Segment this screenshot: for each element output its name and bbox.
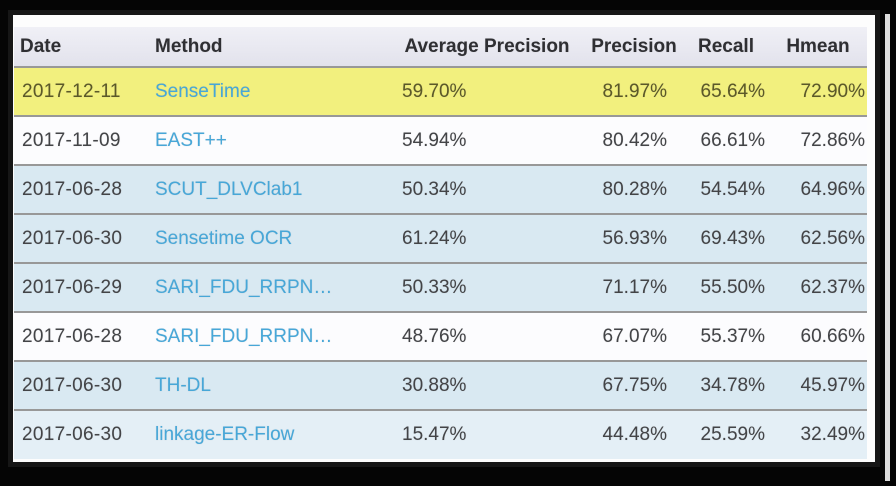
column-header-recall: Recall [683,27,769,67]
cell-precision: 56.93% [585,213,683,263]
cell-recall: 25.59% [683,409,769,459]
cell-average-precision: 48.76% [389,311,585,361]
column-header-date: Date [14,27,149,67]
cell-precision: 71.17% [585,262,683,312]
cell-recall: 34.78% [683,360,769,410]
cell-average-precision: 15.47% [389,409,585,459]
method-link[interactable]: linkage-ER-Flow [155,424,295,445]
cell-recall: 55.37% [683,311,769,361]
method-link[interactable]: SARI_FDU_RRPN… [155,325,333,347]
method-link[interactable]: SCUT_DLVClab1 [155,178,303,200]
cell-average-precision: 59.70% [389,66,585,116]
cell-hmean: 72.86% [769,115,867,165]
column-header-method: Method [149,27,389,67]
column-header-hmean: Hmean [769,27,867,67]
cell-date: 2017-12-11 [14,66,149,116]
cell-precision: 80.28% [585,164,683,214]
cell-hmean: 60.66% [769,311,867,361]
cell-recall: 69.43% [683,213,769,263]
header-row: Date Method Average Precision Precision … [14,27,867,67]
table-body: 2017-12-11 SenseTime 59.70% 81.97% 65.64… [14,66,867,459]
cell-recall: 66.61% [683,115,769,165]
cell-precision: 81.97% [585,66,683,116]
cell-method: SCUT_DLVClab1 [149,164,389,214]
cell-date: 2017-11-09 [14,115,149,165]
table-row: 2017-06-28 SCUT_DLVClab1 50.34% 80.28% 5… [14,164,867,214]
cell-precision: 44.48% [585,409,683,459]
cell-hmean: 62.56% [769,213,867,263]
cell-method: linkage-ER-Flow [149,409,389,459]
column-header-average-precision: Average Precision [389,27,585,67]
method-link[interactable]: SARI_FDU_RRPN… [155,276,333,298]
frame-edge-highlight [885,14,890,481]
cell-date: 2017-06-30 [14,409,149,459]
cell-method: EAST++ [149,115,389,165]
cell-recall: 65.64% [683,66,769,116]
method-link[interactable]: TH-DL [155,374,211,396]
results-table: Date Method Average Precision Precision … [14,27,867,459]
table-row: 2017-06-28 SARI_FDU_RRPN… 48.76% 67.07% … [14,311,867,361]
cell-date: 2017-06-28 [14,164,149,214]
cell-average-precision: 54.94% [389,115,585,165]
column-header-precision: Precision [585,27,683,67]
cell-recall: 54.54% [683,164,769,214]
cell-date: 2017-06-30 [14,213,149,263]
method-link[interactable]: Sensetime OCR [155,227,293,249]
cell-precision: 67.07% [585,311,683,361]
cell-hmean: 32.49% [769,409,867,459]
table-row: 2017-06-29 SARI_FDU_RRPN… 50.33% 71.17% … [14,262,867,312]
cell-precision: 80.42% [585,115,683,165]
cell-hmean: 72.90% [769,66,867,116]
cell-average-precision: 61.24% [389,213,585,263]
cell-method: SARI_FDU_RRPN… [149,311,389,361]
cell-date: 2017-06-29 [14,262,149,312]
cell-hmean: 62.37% [769,262,867,312]
cell-average-precision: 50.34% [389,164,585,214]
table-row: 2017-06-30 linkage-ER-Flow 15.47% 44.48%… [14,409,867,459]
cell-hmean: 45.97% [769,360,867,410]
cell-method: SARI_FDU_RRPN… [149,262,389,312]
method-link[interactable]: SenseTime [155,80,251,102]
table-row: 2017-12-11 SenseTime 59.70% 81.97% 65.64… [14,66,867,116]
cell-average-precision: 30.88% [389,360,585,410]
cell-hmean: 64.96% [769,164,867,214]
leaderboard-frame: Date Method Average Precision Precision … [8,10,880,467]
cell-method: TH-DL [149,360,389,410]
cell-date: 2017-06-28 [14,311,149,361]
method-link[interactable]: EAST++ [155,129,227,151]
cell-method: Sensetime OCR [149,213,389,263]
cell-precision: 67.75% [585,360,683,410]
table-row: 2017-06-30 TH-DL 30.88% 67.75% 34.78% 45… [14,360,867,410]
cell-date: 2017-06-30 [14,360,149,410]
cell-recall: 55.50% [683,262,769,312]
table-row: 2017-06-30 Sensetime OCR 61.24% 56.93% 6… [14,213,867,263]
cell-average-precision: 50.33% [389,262,585,312]
cell-method: SenseTime [149,66,389,116]
table-row: 2017-11-09 EAST++ 54.94% 80.42% 66.61% 7… [14,115,867,165]
